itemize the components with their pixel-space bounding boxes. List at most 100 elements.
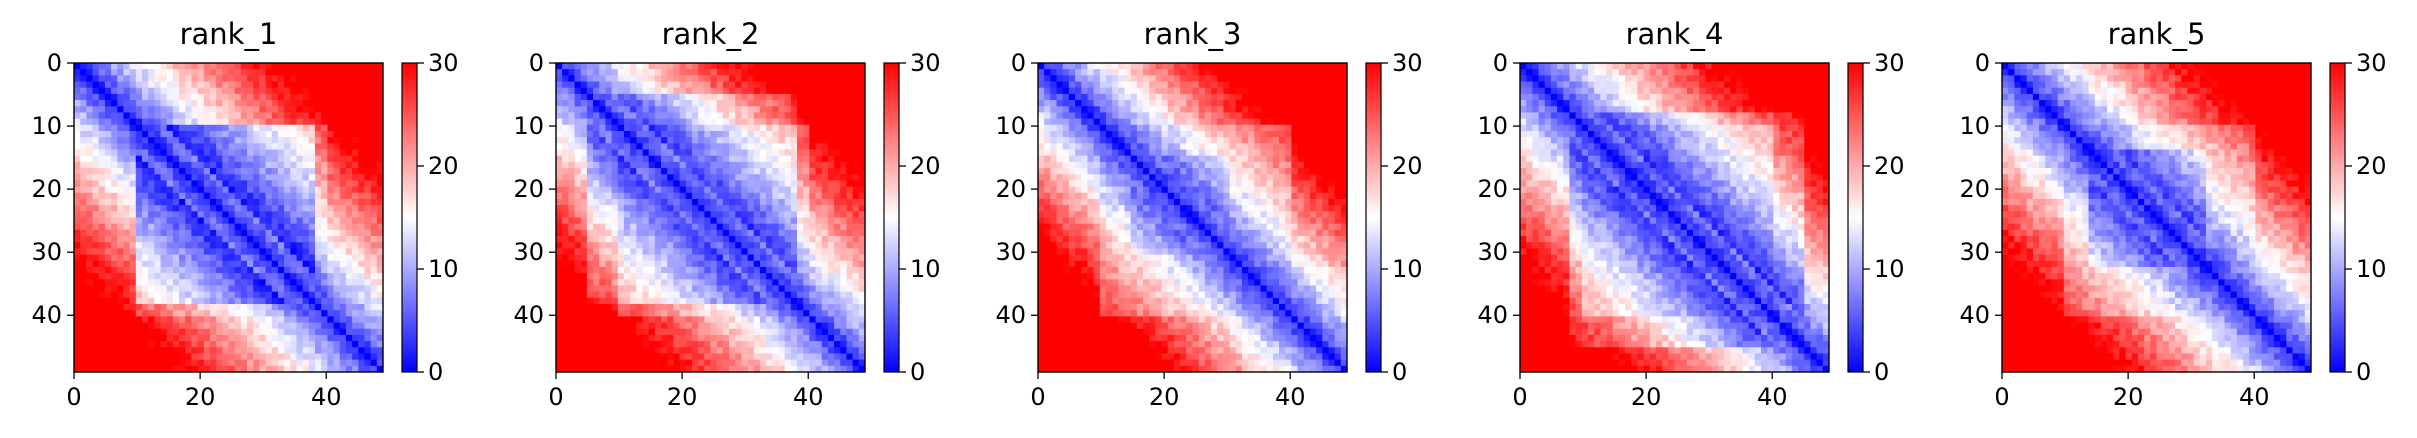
heatmap-cell <box>778 143 786 150</box>
heatmap-cell <box>327 87 334 95</box>
heatmap-cell <box>333 236 341 243</box>
heatmap-cell <box>784 112 792 120</box>
heatmap-cell <box>191 347 198 354</box>
heatmap-cell <box>339 291 347 299</box>
heatmap-cell <box>240 359 248 367</box>
heatmap-cell <box>790 137 798 144</box>
heatmap-cell <box>339 229 347 237</box>
heatmap-cell <box>593 341 600 348</box>
heatmap-cell <box>240 93 248 101</box>
heatmap-cell <box>148 161 155 169</box>
heatmap-cell <box>574 248 582 255</box>
heatmap-cell <box>630 87 637 95</box>
heatmap-cell <box>222 266 229 274</box>
heatmap-cell <box>568 266 575 274</box>
heatmap-cell <box>772 93 779 101</box>
heatmap-cell <box>179 297 186 305</box>
heatmap-cell <box>809 322 816 330</box>
heatmap-cell <box>352 211 359 218</box>
heatmap-cell <box>80 124 87 132</box>
heatmap-cell <box>654 168 662 175</box>
heatmap-cell <box>815 168 823 175</box>
heatmap-cell <box>117 223 124 231</box>
heatmap-cell <box>580 229 588 237</box>
heatmap-cell <box>636 205 643 212</box>
heatmap-cell <box>623 192 631 200</box>
heatmap-cell <box>271 174 279 181</box>
heatmap-cell <box>333 248 341 255</box>
heatmap-cell <box>302 304 310 311</box>
heatmap-cell <box>611 112 619 120</box>
heatmap-cell <box>345 149 353 157</box>
heatmap-cell <box>376 186 384 194</box>
heatmap-cell <box>364 198 372 206</box>
heatmap-cell <box>98 365 106 373</box>
heatmap-cell <box>784 297 792 305</box>
heatmap-cell <box>253 347 260 354</box>
heatmap-cell <box>586 229 594 237</box>
heatmap-cell <box>741 174 748 181</box>
heatmap-cell <box>574 285 582 293</box>
heatmap-cell <box>735 161 742 169</box>
heatmap-cell <box>673 316 680 323</box>
heatmap-cell <box>574 149 582 157</box>
heatmap-cell <box>556 186 563 194</box>
heatmap-cell <box>216 81 223 89</box>
heatmap-cell <box>654 347 662 354</box>
heatmap-cell <box>747 192 755 200</box>
heatmap-cell <box>747 75 755 82</box>
heatmap-cell <box>315 211 322 218</box>
heatmap-cell <box>98 205 106 212</box>
heatmap-cell <box>321 316 328 323</box>
heatmap-cell <box>339 359 347 367</box>
heatmap-cell <box>98 100 106 107</box>
heatmap-cell <box>203 341 211 348</box>
heatmap-cell <box>296 93 304 101</box>
heatmap-cell <box>840 229 847 237</box>
heatmap-cell <box>271 180 279 187</box>
heatmap-cell <box>129 168 137 175</box>
heatmap-cell <box>858 242 866 249</box>
heatmap-cell <box>209 266 217 274</box>
heatmap-cell <box>302 75 310 82</box>
heatmap-cell <box>568 168 575 175</box>
heatmap-cell <box>148 211 155 218</box>
heatmap-cell <box>562 254 569 262</box>
heatmap-cell <box>840 347 847 354</box>
heatmap-cell <box>259 273 266 280</box>
heatmap-cell <box>92 168 100 175</box>
heatmap-cell <box>759 254 767 262</box>
heatmap-cell <box>741 198 748 206</box>
heatmap-cell <box>574 143 582 150</box>
heatmap-cell <box>574 161 582 169</box>
heatmap-cell <box>691 359 699 367</box>
heatmap-cell <box>92 223 100 231</box>
heatmap-cell <box>185 118 192 126</box>
heatmap-cell <box>654 254 662 262</box>
heatmap-cell <box>759 297 767 305</box>
heatmap-cell <box>667 297 674 305</box>
heatmap-cell <box>185 254 192 262</box>
heatmap-cell <box>759 328 767 336</box>
heatmap-cell <box>648 180 656 187</box>
heatmap-cell <box>197 168 205 175</box>
heatmap-cell <box>642 198 650 206</box>
heatmap-cell <box>345 217 353 225</box>
heatmap-cell <box>586 87 594 95</box>
heatmap-cell <box>247 106 254 113</box>
heatmap-cell <box>556 341 563 348</box>
heatmap-cell <box>562 75 569 82</box>
heatmap-cell <box>185 93 192 101</box>
heatmap-cell <box>111 279 118 286</box>
heatmap-cell <box>574 130 582 138</box>
heatmap-cell <box>123 75 131 82</box>
heatmap-cell <box>234 334 242 342</box>
heatmap-cell <box>858 87 866 95</box>
heatmap-cell <box>141 310 149 317</box>
heatmap-cell <box>345 304 353 311</box>
heatmap-cell <box>790 328 798 336</box>
heatmap-cell <box>290 273 297 280</box>
heatmap-cell <box>104 248 112 255</box>
heatmap-cell <box>117 174 124 181</box>
heatmap-cell <box>759 205 767 212</box>
